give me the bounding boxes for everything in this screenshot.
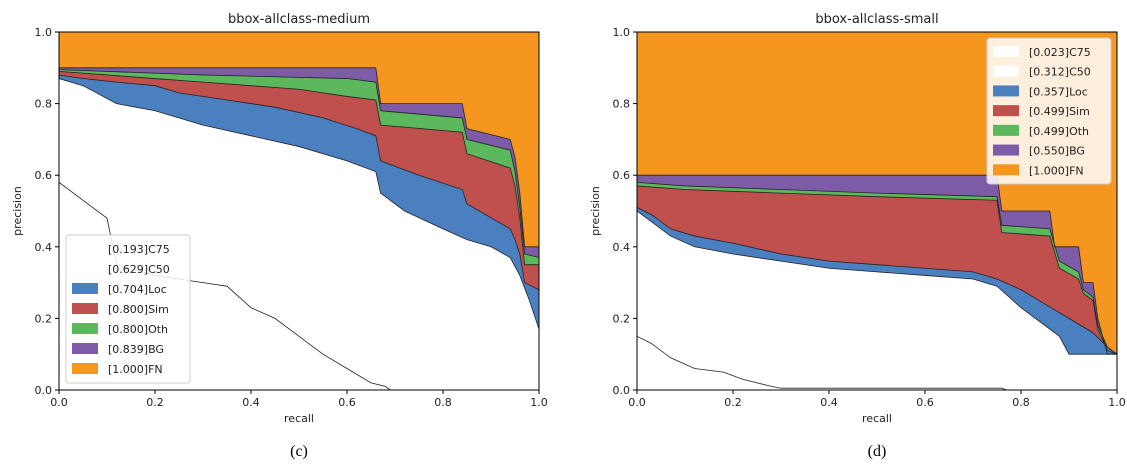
figure-caption: (d): [868, 443, 887, 460]
line-0-023-c75: [637, 335, 1117, 390]
chart-title: bbox-allclass-medium: [228, 12, 370, 27]
legend-swatch-0-023-c75: [993, 46, 1019, 57]
line-0-499-sim: [637, 185, 1117, 355]
legend-swatch-0-550-bg: [993, 144, 1019, 156]
x-tick-label: 0.8: [434, 396, 452, 409]
y-tick-label: 1.0: [613, 26, 631, 39]
area-0-312-c50: [637, 211, 1117, 390]
legend-swatch-0-193-c75: [72, 243, 98, 254]
legend-swatch-0-839-bg: [72, 343, 98, 354]
line-0-550-bg: [637, 174, 1117, 355]
line-0-800-oth: [59, 69, 539, 258]
line-0-839-bg: [59, 67, 539, 248]
x-tick-label: 0.2: [146, 396, 164, 409]
y-axis-label: precision: [589, 186, 602, 236]
y-tick-label: 0.2: [613, 312, 631, 325]
x-axis-label: recall: [284, 412, 314, 425]
y-tick-label: 0.4: [35, 241, 53, 254]
legend-swatch-0-357-loc: [993, 85, 1019, 97]
y-tick-label: 0.6: [613, 169, 631, 182]
line-0-800-sim: [59, 70, 539, 266]
legend-label-0-800-oth: [0.800]Oth: [108, 323, 168, 336]
line-0-629-c50: [59, 78, 539, 330]
y-tick-label: 0.4: [613, 241, 631, 254]
legend-label-0-312-c50: [0.312]C50: [1029, 66, 1091, 79]
legend: [0.193]C75 [0.629]C50 [0.704]Loc [0.800]Sim…: [65, 234, 191, 384]
y-tick-label: 0.8: [613, 98, 631, 111]
y-tick-label: 0.2: [35, 312, 53, 325]
legend-swatch-0-629-c50: [72, 263, 98, 274]
x-tick-label: 0.2: [724, 396, 742, 409]
x-tick-label: 0.0: [628, 396, 646, 409]
chart-panel-bbox-allclass-medium: 0.0 0.2 0.4 0.6 0.8 1.0 0.0 0.2 0.4 0.6 0.8 1.0 bbox…: [11, 12, 548, 460]
legend-swatch-0-800-sim: [72, 303, 98, 314]
legend-label-0-357-loc: [0.357]Loc: [1029, 85, 1088, 98]
line-0-704-loc: [59, 74, 539, 291]
x-tick-label: 0.8: [1012, 396, 1030, 409]
legend-label-0-704-loc: [0.704]Loc: [108, 283, 167, 296]
legend-label-1-000-fn: [1.000]FN: [1029, 164, 1084, 177]
x-axis-label: recall: [862, 412, 892, 425]
legend-swatch-0-499-oth: [993, 124, 1019, 136]
y-tick-label: 0.0: [35, 384, 53, 397]
legend-swatch-1-000-fn: [993, 164, 1019, 176]
y-axis-label: precision: [11, 186, 24, 236]
legend: [0.023]C75 [0.312]C50 [0.357]Loc [0.499]Sim…: [986, 37, 1112, 185]
line-0-357-loc: [637, 207, 1117, 355]
legend-label-0-839-bg: [0.839]BG: [108, 343, 164, 356]
x-tick-label: 0.4: [820, 396, 838, 409]
legend-label-0-800-sim: [0.800]Sim: [108, 303, 169, 316]
x-tick-label: 0.6: [916, 396, 934, 409]
axes-frame: [58, 31, 540, 391]
y-tick-label: 1.0: [35, 26, 53, 39]
legend-label-0-499-sim: [0.499]Sim: [1029, 105, 1090, 118]
axes-frame: [636, 31, 1118, 391]
legend-swatch-1-000-fn: [72, 363, 98, 374]
line-0-312-c50: [637, 210, 1117, 355]
x-tick-label: 0.4: [242, 396, 260, 409]
x-tick-label: 1.0: [1108, 396, 1126, 409]
y-tick-label: 0.6: [35, 169, 53, 182]
chart-title: bbox-allclass-small: [815, 12, 938, 27]
line-0-499-oth: [637, 181, 1117, 355]
legend-swatch-0-312-c50: [993, 65, 1019, 77]
legend-swatch-0-499-sim: [993, 105, 1019, 117]
chart-panel-bbox-allclass-small: 0.0 0.2 0.4 0.6 0.8 1.0 0.0 0.2 0.4 0.6 0.8 1.0 bbox…: [589, 12, 1126, 460]
x-tick-label: 1.0: [530, 396, 548, 409]
y-tick-label: 0.8: [35, 98, 53, 111]
legend-label-0-193-c75: [0.193]C75: [108, 243, 170, 256]
legend-label-0-023-c75: [0.023]C75: [1029, 46, 1091, 59]
area-0-023-c75: [637, 336, 1117, 390]
legend-label-0-550-bg: [0.550]BG: [1029, 145, 1085, 158]
x-tick-label: 0.6: [338, 396, 356, 409]
legend-label-1-000-fn: [1.000]FN: [108, 363, 163, 376]
legend-swatch-0-704-loc: [72, 283, 98, 294]
legend-label-0-499-oth: [0.499]Oth: [1029, 125, 1089, 138]
legend-swatch-0-800-oth: [72, 323, 98, 334]
figure-caption: (c): [290, 443, 308, 460]
y-tick-label: 0.0: [613, 384, 631, 397]
x-tick-label: 0.0: [50, 396, 68, 409]
legend-label-0-629-c50: [0.629]C50: [108, 263, 170, 276]
